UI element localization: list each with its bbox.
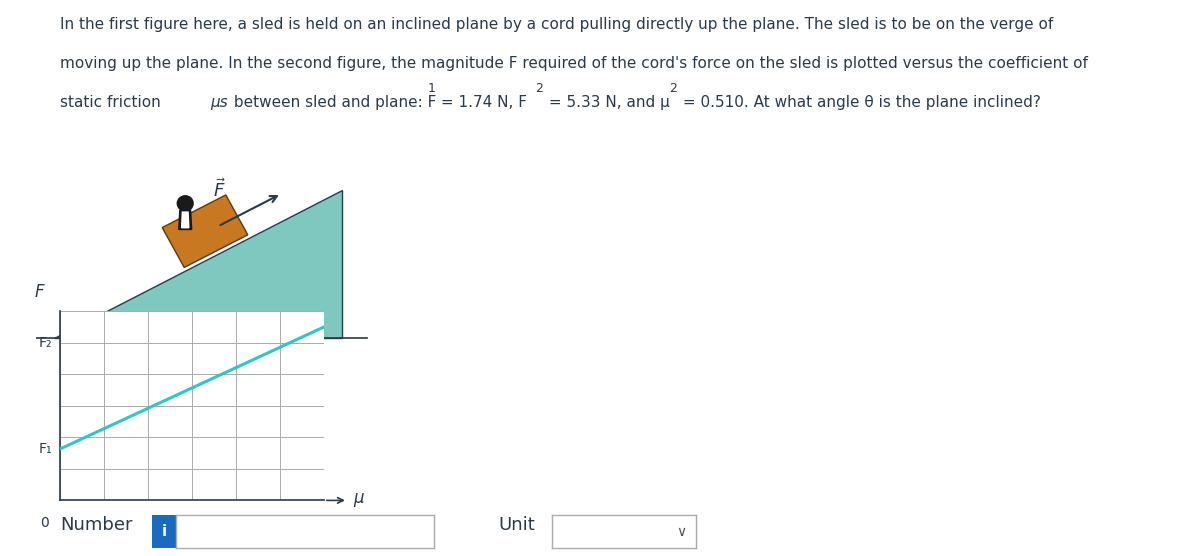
Text: In the first figure here, a sled is held on an inclined plane by a cord pulling : In the first figure here, a sled is held… (60, 17, 1054, 32)
Text: 1: 1 (427, 82, 436, 95)
Text: μ₂: μ₂ (282, 519, 296, 533)
Text: ∨: ∨ (677, 524, 686, 539)
Polygon shape (162, 195, 247, 267)
Text: between sled and plane: F: between sled and plane: F (229, 95, 437, 110)
Text: i: i (162, 524, 167, 539)
Text: $\theta$: $\theta$ (90, 317, 102, 335)
Text: 2: 2 (535, 82, 544, 95)
Text: F₁: F₁ (38, 442, 52, 456)
Polygon shape (181, 212, 188, 228)
Text: $\vec{F}$: $\vec{F}$ (214, 178, 226, 201)
Text: static friction: static friction (60, 95, 166, 110)
Text: Number: Number (60, 517, 132, 534)
Text: = 5.33 N, and μ: = 5.33 N, and μ (544, 95, 670, 110)
Polygon shape (54, 190, 342, 337)
Text: F₂: F₂ (38, 336, 52, 350)
Text: $\mu$: $\mu$ (353, 492, 365, 509)
Text: = 0.510. At what angle θ is the plane inclined?: = 0.510. At what angle θ is the plane in… (678, 95, 1040, 110)
Text: Unit: Unit (498, 517, 535, 534)
Text: 0: 0 (40, 515, 48, 529)
Polygon shape (179, 210, 192, 230)
Text: = 1.74 N, F: = 1.74 N, F (436, 95, 527, 110)
Text: μs: μs (210, 95, 228, 110)
Text: moving up the plane. In the second figure, the magnitude F required of the cord': moving up the plane. In the second figur… (60, 56, 1088, 71)
Text: F: F (34, 284, 43, 301)
Circle shape (178, 196, 193, 211)
Text: 2: 2 (670, 82, 678, 95)
